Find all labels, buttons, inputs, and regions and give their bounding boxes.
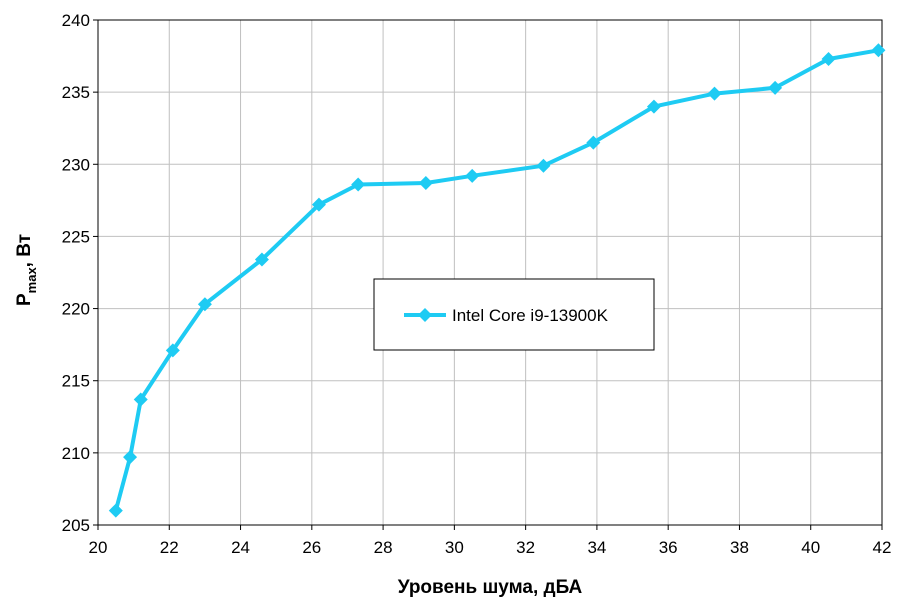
data-point xyxy=(418,176,433,191)
y-tick-label: 235 xyxy=(62,83,90,102)
x-tick-label: 40 xyxy=(801,538,820,557)
data-point xyxy=(108,503,123,518)
x-tick-label: 28 xyxy=(374,538,393,557)
x-tick-label: 26 xyxy=(302,538,321,557)
y-tick-label: 210 xyxy=(62,444,90,463)
legend-label: Intel Core i9-13900K xyxy=(452,306,609,325)
data-point xyxy=(768,80,783,95)
data-point xyxy=(536,158,551,173)
data-point xyxy=(821,51,836,66)
y-axis-title: Pmax, Вт xyxy=(14,234,39,306)
legend-diamond-marker xyxy=(418,308,432,322)
data-point xyxy=(646,99,661,114)
y-tick-label: 225 xyxy=(62,227,90,246)
data-point xyxy=(123,450,138,465)
data-point xyxy=(311,197,326,212)
data-point xyxy=(133,392,148,407)
legend: Intel Core i9-13900K xyxy=(373,278,655,351)
data-point xyxy=(465,168,480,183)
plot-area-frame xyxy=(97,19,883,526)
y-axis-title-rest: , Вт xyxy=(14,234,35,267)
data-point xyxy=(254,252,269,267)
x-tick-label: 34 xyxy=(587,538,606,557)
x-tick-label: 30 xyxy=(445,538,464,557)
x-tick-label: 20 xyxy=(89,538,108,557)
y-tick-label: 205 xyxy=(62,516,90,535)
x-tick-label: 38 xyxy=(730,538,749,557)
x-tick-label: 42 xyxy=(873,538,892,557)
data-point xyxy=(586,135,601,150)
data-point xyxy=(871,43,886,58)
y-tick-label: 220 xyxy=(62,300,90,319)
x-tick-label: 22 xyxy=(160,538,179,557)
x-tick-label: 24 xyxy=(231,538,250,557)
y-axis-title-main: P xyxy=(14,293,35,306)
data-point xyxy=(197,297,212,312)
y-tick-label: 215 xyxy=(62,372,90,391)
y-axis-ticks: 205 210 215 220 225 230 235 240 xyxy=(62,11,98,535)
y-tick-label: 240 xyxy=(62,11,90,30)
data-point xyxy=(351,177,366,192)
x-axis-ticks: 20 22 24 26 28 30 32 34 36 38 40 42 xyxy=(89,525,892,557)
y-tick-label: 230 xyxy=(62,155,90,174)
data-point xyxy=(165,343,180,358)
x-tick-label: 36 xyxy=(659,538,678,557)
y-axis-title-sub: max xyxy=(24,267,39,294)
data-point xyxy=(707,86,722,101)
series-group xyxy=(108,43,886,518)
grid xyxy=(97,19,883,526)
x-tick-label: 32 xyxy=(516,538,535,557)
x-axis-title: Уровень шума, дБА xyxy=(398,577,583,598)
